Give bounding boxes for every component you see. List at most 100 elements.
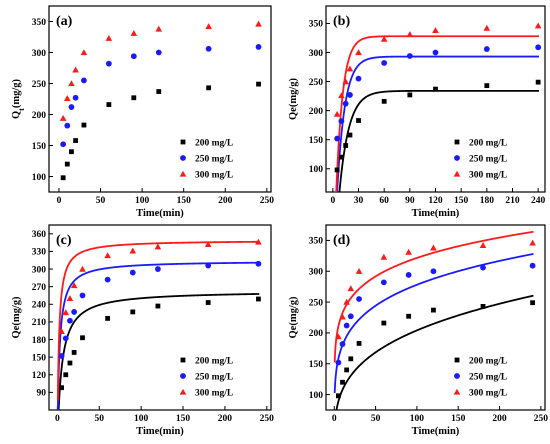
data-point-250 <box>342 100 349 107</box>
data-point-250 <box>104 276 111 283</box>
data-point-300 <box>63 95 71 102</box>
y-tick-label: 350 <box>309 237 324 247</box>
data-point-250 <box>347 92 353 98</box>
data-point-200 <box>356 118 361 123</box>
data-point-300 <box>529 239 536 246</box>
x-tick-label: 150 <box>451 414 466 424</box>
data-point-200 <box>131 95 137 101</box>
data-point-200 <box>63 372 69 378</box>
data-point-250 <box>205 262 212 269</box>
panel-label: (b) <box>333 14 350 29</box>
legend-label: 300 mg/L <box>469 389 507 399</box>
data-point-250 <box>529 262 536 269</box>
data-point-200 <box>344 367 350 373</box>
legend-label: 200 mg/L <box>195 357 233 367</box>
x-tick-label: 180 <box>480 196 495 206</box>
y-axis-title-units: (mg/g) <box>11 79 22 109</box>
data-point-300 <box>155 25 163 32</box>
x-tick-label: 250 <box>534 414 549 424</box>
data-point-300 <box>255 238 262 245</box>
data-point-250 <box>405 272 412 278</box>
fit-curve-250 <box>336 55 540 192</box>
legend-label: 200 mg/L <box>469 357 507 367</box>
y-tick-label: 250 <box>309 298 324 308</box>
legend-label: 250 mg/L <box>469 373 507 383</box>
data-point-200 <box>256 81 261 87</box>
data-point-200 <box>356 341 362 346</box>
data-point-200 <box>156 89 162 94</box>
data-point-250 <box>62 335 69 342</box>
y-tick-label: 200 <box>309 107 324 117</box>
plot-frame <box>48 5 272 193</box>
data-point-200 <box>106 102 112 107</box>
x-tick-label: 100 <box>134 414 149 424</box>
data-point-200 <box>81 122 87 128</box>
y-tick-label: 100 <box>309 391 324 401</box>
data-point-250 <box>129 269 136 276</box>
data-point-300 <box>405 248 412 255</box>
fit-curve-300 <box>56 240 260 401</box>
data-point-250 <box>347 313 354 320</box>
y-tick-label: 100 <box>309 165 324 175</box>
data-point-300 <box>346 65 354 72</box>
x-tick-label: 0 <box>55 414 60 424</box>
data-point-300 <box>130 29 138 36</box>
fit-curve-300 <box>333 230 534 363</box>
data-point-200 <box>343 143 349 148</box>
x-tick-label: 60 <box>379 196 389 206</box>
data-point-300 <box>66 295 74 302</box>
data-point-200 <box>64 161 70 167</box>
y-tick-label: 200 <box>32 111 47 121</box>
y-tick-label: 300 <box>309 268 324 278</box>
x-tick-label: 210 <box>505 196 520 206</box>
y-tick-label: 350 <box>32 18 47 28</box>
data-point-250 <box>71 309 78 315</box>
data-point-200 <box>80 335 85 341</box>
data-point-300 <box>205 23 212 30</box>
legend-marker-300 <box>179 388 187 395</box>
data-point-250 <box>68 104 75 110</box>
x-tick-label: 250 <box>260 414 275 424</box>
data-point-250 <box>67 317 73 324</box>
data-point-300 <box>406 31 414 38</box>
data-point-250 <box>60 141 67 148</box>
data-point-200 <box>256 296 261 302</box>
y-tick-label: 330 <box>32 248 47 258</box>
data-point-300 <box>343 298 350 305</box>
data-point-250 <box>406 53 413 59</box>
chart-panel-b: 0 30 60 90 120 150 180 210 240 100 150 200 250 300 350… <box>288 5 546 219</box>
legend-marker-200 <box>454 139 460 145</box>
legend-label: 200 mg/L <box>469 139 507 149</box>
data-point-200 <box>340 379 345 385</box>
data-point-300 <box>129 247 137 254</box>
legend-marker-200 <box>180 357 186 363</box>
data-point-300 <box>483 24 491 31</box>
fit-curve-300 <box>335 35 540 192</box>
y-tick-label: 350 <box>309 20 324 30</box>
x-tick-label: 0 <box>332 414 337 424</box>
data-point-200 <box>69 149 74 155</box>
y-tick-label: 150 <box>309 136 324 146</box>
data-point-300 <box>534 22 542 29</box>
data-point-300 <box>154 243 162 250</box>
data-point-200 <box>73 138 79 143</box>
legend-marker-250 <box>180 373 186 379</box>
data-point-300 <box>430 244 437 251</box>
legend-label: 250 mg/L <box>469 155 507 165</box>
data-point-300 <box>479 242 487 248</box>
data-point-200 <box>59 385 64 391</box>
data-point-300 <box>335 333 342 340</box>
data-point-200 <box>407 92 413 98</box>
y-tick-label: 150 <box>32 353 47 363</box>
data-point-250 <box>64 122 71 129</box>
chart-panel-d: 0 50 100 150 200 250 100 150 200 250 300 350 Time(mi… <box>288 224 549 437</box>
data-point-200 <box>433 86 438 92</box>
y-tick-label: 300 <box>309 49 324 59</box>
legend-label: 250 mg/L <box>195 373 233 383</box>
legend-marker-250 <box>454 373 460 379</box>
data-point-200 <box>334 167 340 173</box>
fit-curve-200 <box>338 89 540 192</box>
data-point-300 <box>380 253 388 260</box>
data-point-200 <box>484 83 490 89</box>
y-tick-label: 200 <box>309 329 324 339</box>
